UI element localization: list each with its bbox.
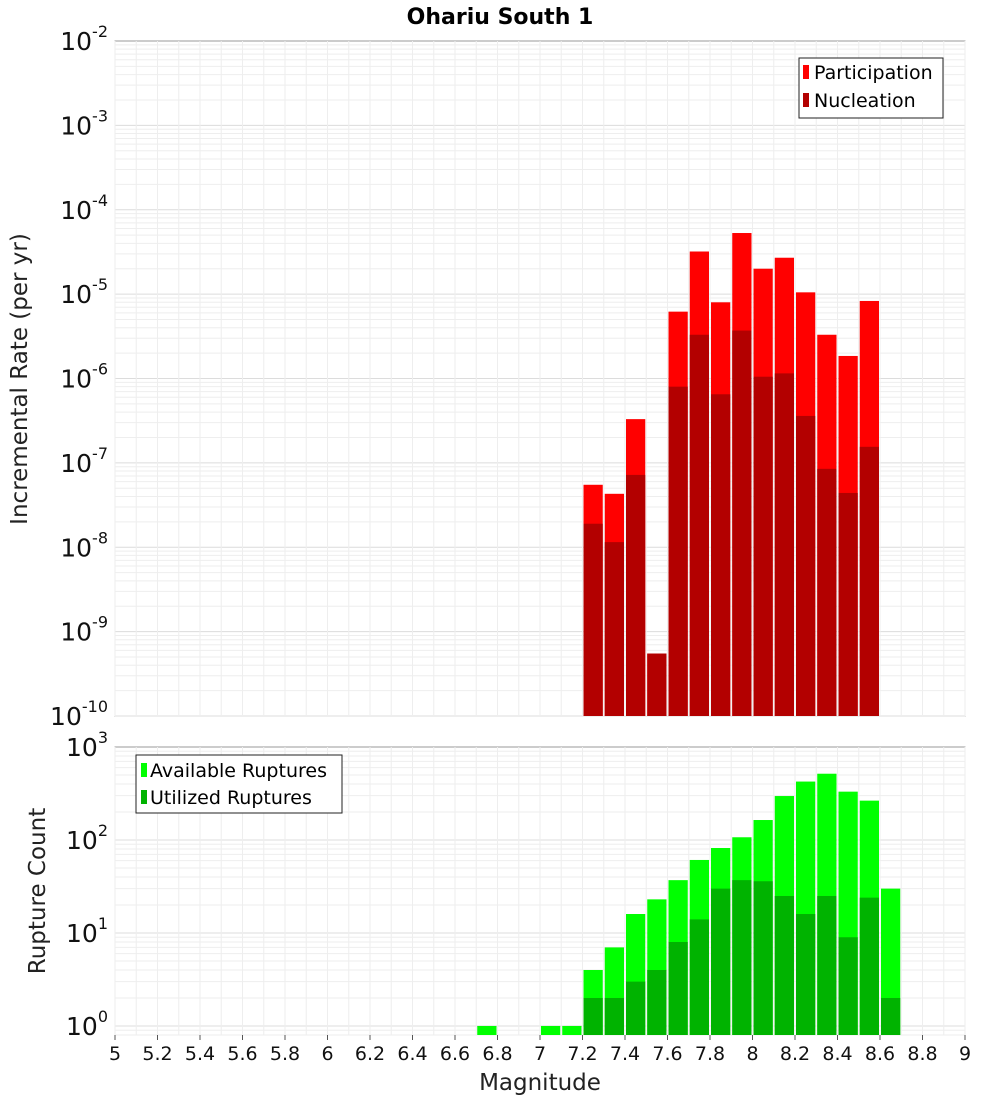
bar-nucleation xyxy=(838,492,858,716)
legend-label-nucleation: Nucleation xyxy=(814,90,916,112)
y-tick-label: 102 xyxy=(66,821,108,855)
count-bars xyxy=(477,773,901,1035)
chart-title: Ohariu South 1 xyxy=(407,5,594,30)
x-axis-label: Magnitude xyxy=(479,1070,601,1096)
legend-swatch-available xyxy=(141,763,147,777)
x-tick-label: 7.8 xyxy=(695,1043,725,1065)
bar-available-ruptures xyxy=(477,1025,497,1035)
y-tick-label: 10-5 xyxy=(60,275,108,309)
bar-utilized-ruptures xyxy=(711,888,731,1035)
bar-nucleation xyxy=(626,474,646,716)
count-legend: Available Ruptures Utilized Ruptures xyxy=(135,754,343,814)
x-ticks: 5 5.2 5.4 5.6 5.8 6 6.2 6.4 6.6 6.8 7 7.2 7.4 7.6 7.8 8… xyxy=(109,1035,971,1065)
y-tick-label: 103 xyxy=(66,728,108,762)
x-tick-label: 9 xyxy=(959,1043,971,1065)
x-tick-label: 5.8 xyxy=(270,1043,300,1065)
bar-utilized-ruptures xyxy=(668,942,688,1035)
bar-utilized-ruptures xyxy=(647,969,667,1035)
count-y-ticks: 100 101 102 103 xyxy=(66,728,108,1041)
y-tick-label: 10-10 xyxy=(50,697,108,731)
bar-nucleation xyxy=(732,330,752,716)
rate-legend-box xyxy=(798,57,944,119)
bar-nucleation xyxy=(796,415,816,716)
x-tick-label: 7.2 xyxy=(567,1043,597,1065)
x-tick-label: 5.2 xyxy=(142,1043,172,1065)
legend-label-participation: Participation xyxy=(814,62,933,84)
legend-label-available: Available Ruptures xyxy=(150,760,327,782)
x-tick-label: 8.8 xyxy=(907,1043,937,1065)
x-tick-label: 5 xyxy=(109,1043,121,1065)
bar-nucleation xyxy=(711,394,731,716)
bar-nucleation xyxy=(859,446,879,716)
legend-label-utilized: Utilized Ruptures xyxy=(150,787,312,809)
y-tick-label: 101 xyxy=(66,914,108,948)
x-tick-label: 5.6 xyxy=(227,1043,257,1065)
x-tick-label: 7 xyxy=(534,1043,546,1065)
bar-nucleation xyxy=(689,334,709,716)
count-panel: 100 101 102 103 5 5.2 5.4 5.6 5.8 6 6.2 6.4 6.6 6.8 7… xyxy=(25,728,971,1096)
y-tick-label: 10-4 xyxy=(60,191,108,225)
bar-utilized-ruptures xyxy=(604,997,624,1035)
x-tick-label: 6 xyxy=(321,1043,333,1065)
y-tick-label: 10-9 xyxy=(60,613,108,647)
bar-utilized-ruptures xyxy=(817,895,837,1035)
legend-swatch-nucleation xyxy=(803,93,809,107)
bar-available-ruptures xyxy=(541,1025,561,1035)
y-tick-label: 10-8 xyxy=(60,528,108,562)
x-tick-label: 8.4 xyxy=(822,1043,852,1065)
bar-nucleation xyxy=(817,468,837,716)
x-tick-label: 6.8 xyxy=(482,1043,512,1065)
y-tick-label: 10-3 xyxy=(60,106,108,140)
count-legend-box xyxy=(135,754,343,814)
bar-nucleation xyxy=(753,376,773,716)
bar-utilized-ruptures xyxy=(626,981,646,1035)
x-tick-label: 6.2 xyxy=(355,1043,385,1065)
legend-swatch-utilized xyxy=(141,790,147,804)
bar-nucleation xyxy=(668,386,688,716)
bar-utilized-ruptures xyxy=(774,895,794,1035)
x-tick-label: 7.4 xyxy=(610,1043,640,1065)
rate-gridlines xyxy=(114,41,966,717)
rate-legend: Participation Nucleation xyxy=(798,57,944,119)
bar-nucleation xyxy=(774,373,794,716)
bar-utilized-ruptures xyxy=(689,919,709,1035)
x-tick-label: 6.4 xyxy=(397,1043,427,1065)
bar-utilized-ruptures xyxy=(583,997,603,1035)
bar-utilized-ruptures xyxy=(732,880,752,1035)
bar-nucleation xyxy=(604,542,624,716)
bar-utilized-ruptures xyxy=(753,881,773,1035)
bar-utilized-ruptures xyxy=(838,937,858,1035)
bar-nucleation xyxy=(583,523,603,716)
x-tick-label: 7.6 xyxy=(652,1043,682,1065)
y-tick-label: 10-6 xyxy=(60,360,108,394)
x-tick-label: 6.6 xyxy=(440,1043,470,1065)
x-tick-label: 8.2 xyxy=(780,1043,810,1065)
bar-utilized-ruptures xyxy=(796,914,816,1035)
y-tick-label: 10-2 xyxy=(60,22,108,56)
bar-available-ruptures xyxy=(562,1025,582,1035)
rate-y-ticks: 10-10 10-9 10-8 10-7 10-6 10-5 10-4 10-3 10-2 xyxy=(50,22,108,731)
x-tick-label: 8.6 xyxy=(865,1043,895,1065)
bar-utilized-ruptures xyxy=(881,997,901,1035)
legend-swatch-participation xyxy=(803,65,809,79)
y-tick-label: 100 xyxy=(66,1007,108,1041)
bar-utilized-ruptures xyxy=(859,897,879,1035)
x-tick-label: 5.4 xyxy=(185,1043,215,1065)
rate-y-axis-label: Incremental Rate (per yr) xyxy=(7,233,33,525)
bar-nucleation xyxy=(647,653,667,716)
rate-panel: 10-10 10-9 10-8 10-7 10-6 10-5 10-4 10-3 10-2 In… xyxy=(7,22,966,731)
y-tick-label: 10-7 xyxy=(60,444,108,478)
rate-bars xyxy=(583,233,879,716)
x-tick-label: 8 xyxy=(746,1043,758,1065)
count-y-axis-label: Rupture Count xyxy=(25,808,51,974)
